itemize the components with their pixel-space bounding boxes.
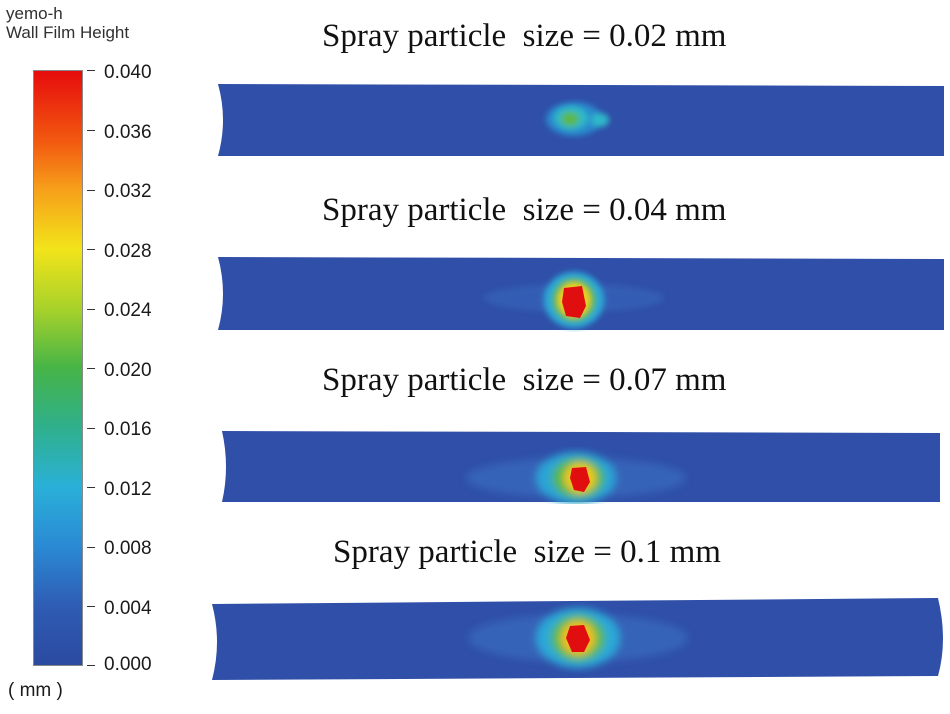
tick-mark	[87, 665, 95, 666]
wall-film-tube-1	[218, 84, 944, 156]
tick-mark	[87, 368, 95, 369]
wall-film-tube-3	[222, 431, 940, 504]
wall-film-tube-4	[212, 598, 943, 680]
tick-mark	[87, 547, 95, 548]
tick-mark	[87, 487, 95, 488]
tick-label: 0.008	[104, 538, 152, 559]
panel-title-4: Spray particle size = 0.1 mm	[333, 534, 721, 570]
legend-unit: ( mm )	[8, 680, 63, 701]
tick-label: 0.012	[104, 479, 152, 500]
tick-mark	[87, 70, 95, 71]
wall-film-tube-2	[218, 257, 944, 330]
tick-mark	[87, 309, 95, 310]
tick-mark	[87, 190, 95, 191]
tick-mark	[87, 249, 95, 250]
tick-mark	[87, 428, 95, 429]
legend-title-line2: Wall Film Height	[6, 23, 130, 42]
legend-title: yemo-h Wall Film Height	[6, 4, 129, 42]
tick-mark	[87, 606, 95, 607]
panel-title-3: Spray particle size = 0.07 mm	[322, 362, 727, 398]
tick-label: 0.004	[104, 598, 152, 619]
tick-label: 0.020	[104, 360, 152, 381]
panel-title-1: Spray particle size = 0.02 mm	[322, 18, 727, 54]
tick-label: 0.024	[104, 300, 152, 321]
tick-label: 0.028	[104, 241, 152, 262]
legend-title-line1: yemo-h	[6, 4, 63, 23]
panel-title-2: Spray particle size = 0.04 mm	[322, 192, 727, 228]
tick-label: 0.040	[104, 62, 152, 83]
color-scale-bar	[33, 70, 83, 666]
tick-label: 0.032	[104, 181, 152, 202]
tick-label: 0.000	[104, 654, 152, 675]
tick-label: 0.016	[104, 419, 152, 440]
tick-label: 0.036	[104, 122, 152, 143]
tick-mark	[87, 130, 95, 131]
